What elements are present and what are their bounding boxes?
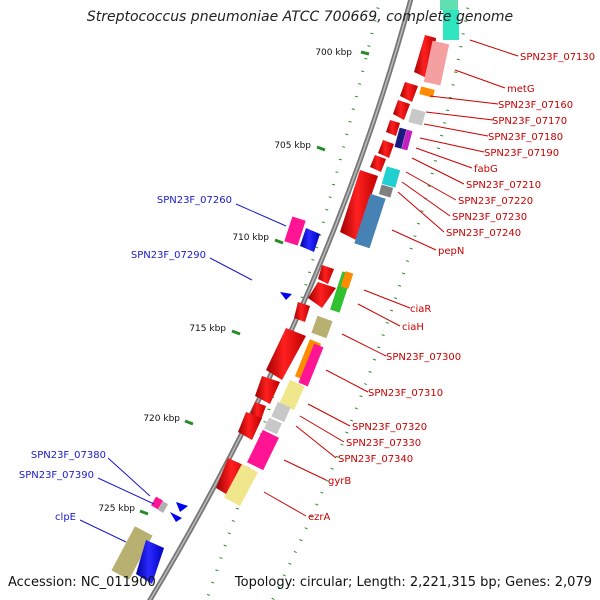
feature-label: SPN23F_07390 — [19, 470, 94, 481]
feature-block[interactable] — [408, 108, 426, 126]
feature-block[interactable] — [381, 166, 401, 188]
scale-tick-marks — [139, 50, 370, 516]
feature-block[interactable] — [224, 463, 258, 507]
scale-label: 710 kbp — [232, 233, 269, 243]
feature-label: SPN23F_07310 — [368, 388, 443, 399]
feature-block[interactable] — [300, 228, 320, 252]
map-title: Streptococcus pneumoniae ATCC 700669, co… — [86, 9, 514, 25]
feature-label: SPN23F_07240 — [446, 228, 521, 239]
feature-block[interactable] — [294, 302, 310, 322]
feature-label: SPN23F_07340 — [338, 454, 413, 465]
feature-label: SPN23F_07330 — [346, 438, 421, 449]
feature-block[interactable] — [423, 40, 450, 86]
feature-label: SPN23F_07180 — [488, 132, 563, 143]
feature-block[interactable] — [157, 501, 169, 513]
feature-label: SPN23F_07190 — [484, 148, 559, 159]
feature-block[interactable] — [266, 328, 306, 380]
feature-label: SPN23F_07220 — [458, 196, 533, 207]
feature-block[interactable] — [298, 343, 324, 387]
outer-dotted-ring — [205, 0, 382, 600]
feature-label: SPN23F_07210 — [466, 180, 541, 191]
genome-backbone — [147, 0, 414, 600]
feature-block[interactable] — [378, 140, 394, 158]
feature-block[interactable] — [370, 155, 386, 172]
feature-block[interactable] — [279, 379, 305, 411]
feature-block[interactable] — [311, 315, 333, 339]
feature-block[interactable] — [340, 271, 354, 289]
feature-label: SPN23F_07260 — [157, 195, 232, 206]
feature-block[interactable] — [308, 282, 336, 308]
feature-label: SPN23F_07380 — [31, 450, 106, 461]
feature-block[interactable] — [280, 292, 292, 300]
feature-block[interactable] — [170, 512, 182, 522]
feature-label: ezrA — [308, 512, 331, 523]
feature-block[interactable] — [354, 193, 386, 249]
feature-label: clpE — [55, 512, 76, 523]
feature-label: SPN23F_07230 — [452, 212, 527, 223]
feature-label: SPN23F_07160 — [498, 100, 573, 111]
feature-block[interactable] — [176, 502, 188, 512]
forward-strand-features — [216, 0, 459, 507]
genome-summary-text: Topology: circular; Length: 2,221,315 bp… — [234, 575, 592, 590]
feature-block[interactable] — [111, 526, 153, 580]
feature-block[interactable] — [401, 129, 413, 151]
feature-label: ciaR — [410, 304, 431, 315]
inner-dotted-ring — [270, 0, 471, 600]
right-connectors — [263, 39, 519, 517]
feature-block[interactable] — [393, 100, 410, 120]
feature-block[interactable] — [440, 0, 458, 10]
feature-block[interactable] — [419, 86, 435, 98]
feature-label: gyrB — [328, 476, 351, 487]
feature-label: ciaH — [402, 322, 424, 333]
feature-block[interactable] — [271, 401, 291, 423]
feature-block[interactable] — [136, 540, 164, 584]
scale-label: 715 kbp — [189, 324, 226, 334]
feature-label: SPN23F_07300 — [386, 352, 461, 363]
accession-text: Accession: NC_011900 — [8, 575, 156, 590]
feature-label: pepN — [438, 246, 464, 257]
feature-block[interactable] — [264, 417, 282, 435]
feature-block[interactable] — [394, 127, 407, 149]
scale-label: 700 kbp — [315, 48, 352, 58]
feature-block[interactable] — [340, 170, 378, 240]
feature-label: metG — [507, 84, 535, 95]
feature-block[interactable] — [151, 496, 163, 510]
reverse-strand-features — [111, 216, 320, 584]
feature-block[interactable] — [400, 82, 418, 102]
feature-block[interactable] — [386, 120, 400, 136]
feature-block[interactable] — [378, 184, 394, 198]
feature-block[interactable] — [318, 265, 334, 284]
scale-label: 705 kbp — [274, 141, 311, 151]
scale-label: 720 kbp — [143, 414, 180, 424]
feature-block[interactable] — [238, 412, 262, 440]
feature-block[interactable] — [247, 429, 279, 471]
feature-label: SPN23F_07170 — [492, 116, 567, 127]
feature-block[interactable] — [284, 216, 306, 246]
feature-label: SPN23F_07290 — [131, 250, 206, 261]
scale-label: 725 kbp — [98, 504, 135, 514]
feature-label: SPN23F_07130 — [520, 52, 595, 63]
feature-block[interactable] — [443, 10, 459, 40]
feature-label: SPN23F_07320 — [352, 422, 427, 433]
feature-label: fabG — [474, 164, 498, 175]
feature-block[interactable] — [255, 376, 280, 404]
left-connectors — [79, 203, 287, 543]
